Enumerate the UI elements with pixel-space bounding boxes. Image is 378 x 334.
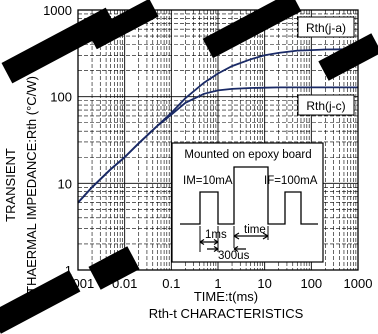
y-tick-label: 100 xyxy=(50,90,72,105)
pulse-waveform xyxy=(180,166,318,225)
x-tick-label: 0.001 xyxy=(62,276,95,291)
y-axis-label-line1: TRANSIENT xyxy=(3,148,18,222)
legend-rth-ja: Rth(j-a) xyxy=(297,16,355,38)
chart-svg: 0.001 0.01 0.1 1 10 100 1000 1 10 100 1000 TRANSIE… xyxy=(3,3,373,321)
spacing-arrows xyxy=(207,245,246,253)
inset-spacing-label: 300us xyxy=(218,250,250,262)
x-tick-label: 1 xyxy=(214,276,221,291)
inset-if-label: IF=100mA xyxy=(264,175,318,187)
inset-time-label: time xyxy=(244,224,266,236)
x-axis-label: TIME:t(ms) xyxy=(194,289,258,304)
inset-title: Mounted on epoxy board xyxy=(184,149,311,161)
x-tick-label: 0.01 xyxy=(112,276,137,291)
inset-pulse-width-label: 1ms xyxy=(205,229,227,241)
y-tick-label: 1000 xyxy=(43,3,72,18)
inset-box: Mounted on epoxy board IM=10mA IF=100mA … xyxy=(171,142,324,263)
chart-title: Rth-t CHARACTERISTICS xyxy=(149,306,304,321)
inset-im-label: IM=10mA xyxy=(183,175,233,187)
y-axis-label-line2: THAERMAL IMPEDANCE:Rth (°C/W) xyxy=(24,76,39,294)
y-tick-label: 1 xyxy=(65,263,72,278)
curves xyxy=(77,48,358,204)
legend-rth-jc: Rth(j-c) xyxy=(297,94,355,116)
legend-label-rth-ja: Rth(j-a) xyxy=(306,21,346,35)
legend-label-rth-jc: Rth(j-c) xyxy=(306,99,345,113)
pulse-width-arrow xyxy=(199,238,219,246)
series-line-rth-jc xyxy=(77,86,358,204)
x-tick-label: 1000 xyxy=(344,276,373,291)
time-arrow xyxy=(233,232,269,240)
y-tick-label: 10 xyxy=(58,176,72,191)
x-tick-label: 100 xyxy=(300,276,322,291)
x-tick-label: 0.1 xyxy=(162,276,180,291)
x-tick-label: 10 xyxy=(257,276,271,291)
